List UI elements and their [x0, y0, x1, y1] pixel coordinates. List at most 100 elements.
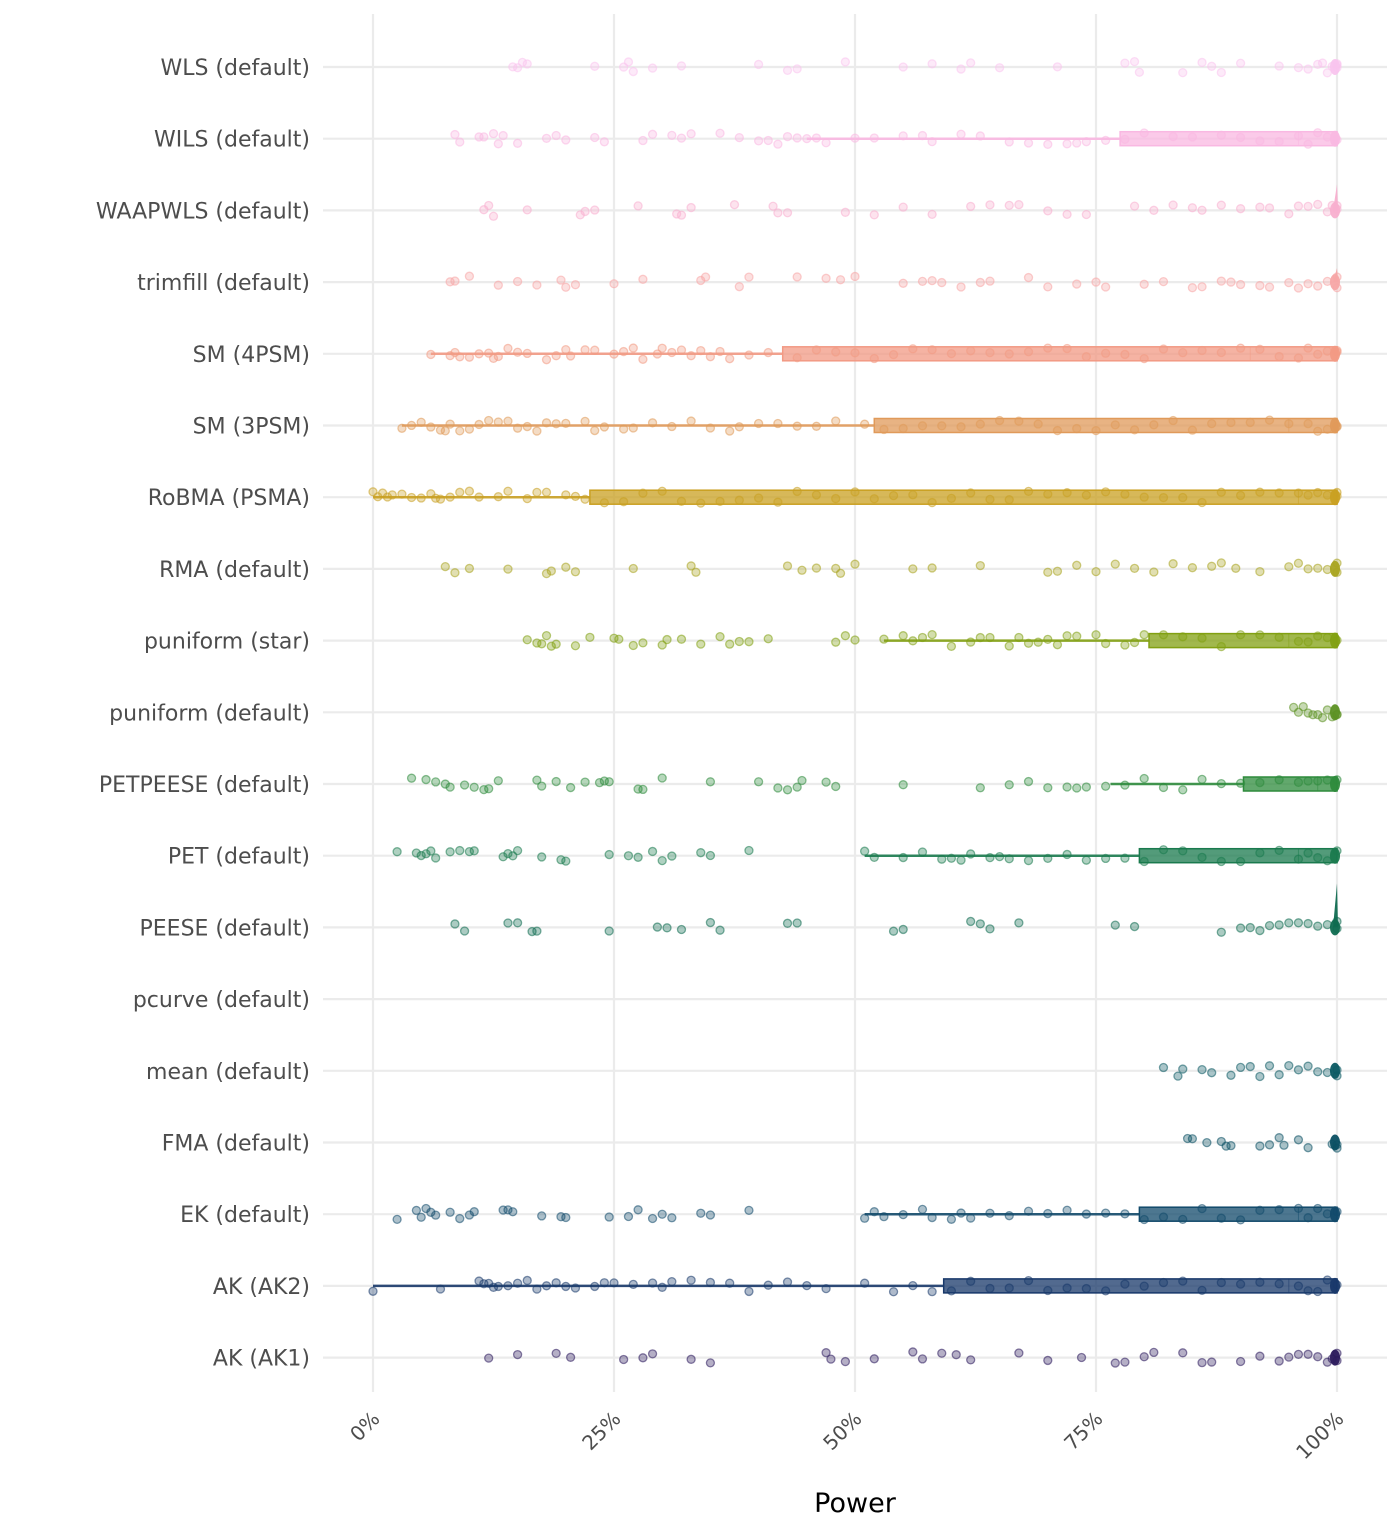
data-point: [657, 486, 667, 496]
data-point: [927, 1287, 937, 1297]
data-point: [1120, 1279, 1130, 1289]
data-point: [1149, 1347, 1159, 1358]
data-point: [705, 777, 716, 787]
data-point: [840, 57, 851, 67]
data-point: [1303, 1061, 1313, 1071]
data-point: [1293, 1065, 1304, 1075]
data-point: [1043, 489, 1053, 499]
data-point: [1158, 1277, 1169, 1288]
data-point: [1313, 709, 1323, 720]
data-point: [561, 418, 571, 429]
data-point: [1178, 492, 1188, 503]
data-point: [937, 277, 947, 288]
data-point: [1004, 1283, 1014, 1293]
data-point: [985, 276, 995, 286]
data-point: [840, 207, 851, 217]
data-point: [503, 486, 513, 496]
data-point: [532, 926, 542, 936]
data-point: [1231, 563, 1241, 573]
data-point: [1023, 1275, 1034, 1286]
data-point: [686, 416, 696, 426]
data-point: [1255, 487, 1265, 497]
data-point: [966, 488, 976, 498]
data-point: [898, 780, 908, 790]
data-point: [831, 781, 841, 792]
data-point: [541, 1281, 552, 1291]
data-point: [1245, 922, 1255, 933]
x-tick-label: 0%: [345, 1407, 384, 1446]
data-point: [532, 487, 542, 498]
data-point: [609, 1278, 619, 1288]
data-point: [937, 421, 947, 431]
data-point: [512, 1349, 523, 1360]
data-point: [1303, 1349, 1313, 1359]
series-group: [392, 845, 1342, 867]
data-point: [1293, 854, 1304, 864]
data-point: [1129, 637, 1140, 648]
data-point: [696, 345, 706, 356]
data-point: [561, 490, 571, 500]
data-point: [835, 568, 846, 578]
data-point: [1120, 853, 1130, 863]
data-point: [551, 776, 561, 787]
endpoint-cluster: [1330, 202, 1340, 219]
data-point: [546, 641, 556, 651]
data-point: [1293, 131, 1304, 141]
y-tick-label: puniform (default): [109, 701, 310, 726]
data-point: [927, 1212, 937, 1223]
data-point: [474, 132, 484, 142]
data-point: [802, 1280, 812, 1291]
data-point: [1110, 559, 1120, 569]
data-point: [1081, 352, 1092, 362]
endpoint-cluster: [1330, 1062, 1340, 1079]
data-point: [590, 205, 600, 215]
data-point: [705, 850, 716, 861]
data-point: [744, 272, 754, 282]
data-point: [431, 777, 441, 787]
data-point: [994, 63, 1005, 73]
data-point: [1313, 853, 1323, 863]
data-point: [1274, 136, 1284, 147]
y-tick-label: AK (AK1): [213, 1347, 310, 1372]
data-point: [1052, 62, 1063, 72]
data-point: [1207, 61, 1217, 71]
data-point: [1120, 349, 1130, 360]
data-point: [464, 352, 475, 362]
data-point: [604, 849, 614, 860]
data-point: [686, 1275, 696, 1285]
data-point: [917, 1354, 928, 1364]
data-point: [1004, 641, 1014, 651]
data-point: [869, 210, 879, 220]
data-point: [1120, 489, 1130, 499]
y-tick-label: SM (4PSM): [193, 343, 310, 368]
endpoint-cluster: [1330, 560, 1340, 577]
data-point: [898, 278, 908, 288]
y-tick-label: WILS (default): [154, 128, 310, 153]
data-point: [1255, 136, 1265, 146]
data-point: [1226, 1070, 1236, 1080]
data-point: [1216, 487, 1226, 497]
series-group: [392, 1203, 1342, 1225]
data-point: [831, 416, 841, 426]
data-point: [1139, 1214, 1149, 1225]
data-point: [426, 1207, 436, 1217]
data-point: [1158, 1212, 1169, 1222]
data-point: [503, 343, 513, 354]
data-point: [869, 353, 879, 364]
data-point: [411, 1205, 422, 1216]
endpoint-cluster: [1330, 417, 1340, 434]
y-tick-label: puniform (star): [144, 630, 310, 655]
data-point: [700, 272, 711, 282]
data-point: [975, 277, 985, 288]
data-point: [715, 128, 725, 138]
data-point: [1303, 490, 1313, 500]
data-point: [927, 59, 937, 69]
data-point: [652, 922, 663, 932]
data-point: [1274, 775, 1284, 785]
data-point: [484, 1353, 494, 1363]
data-point: [696, 1208, 706, 1218]
data-point: [1158, 630, 1169, 640]
data-point: [966, 1276, 976, 1286]
data-point: [1264, 415, 1275, 425]
data-point: [1274, 488, 1284, 498]
